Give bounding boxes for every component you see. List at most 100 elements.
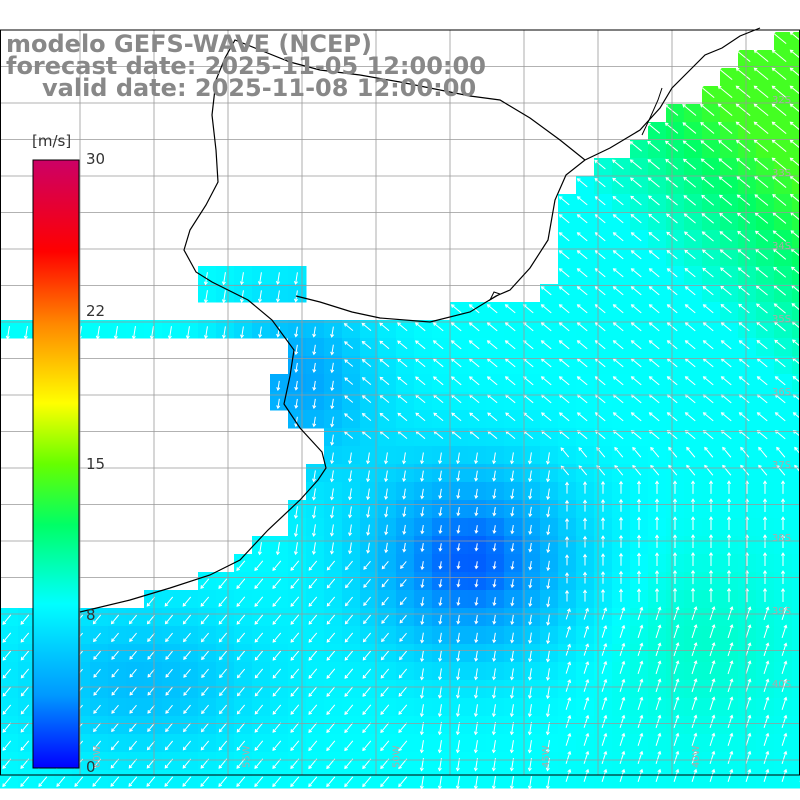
wind-arrow-head bbox=[699, 85, 704, 90]
wind-arrow bbox=[649, 304, 660, 314]
wind-arrow bbox=[469, 340, 480, 350]
wind-arrow bbox=[704, 447, 714, 458]
wind-arrow-head bbox=[432, 340, 437, 344]
wind-arrow-head bbox=[272, 765, 276, 770]
wind-arrow-head bbox=[738, 412, 743, 416]
wind-arrow bbox=[344, 650, 354, 661]
wind-arrow-head bbox=[567, 643, 572, 648]
wind-arrow bbox=[793, 394, 800, 401]
wind-arrow bbox=[367, 542, 370, 553]
wind-arrow-head bbox=[344, 413, 348, 417]
wind-arrow bbox=[20, 632, 30, 643]
wind-arrow bbox=[631, 232, 642, 242]
wind-arrow-head bbox=[438, 565, 443, 570]
wind-arrow bbox=[397, 340, 408, 350]
wind-arrow bbox=[415, 322, 426, 332]
wind-arrow bbox=[773, 267, 787, 278]
wind-arrow bbox=[475, 722, 478, 735]
wind-arrow-head bbox=[272, 729, 277, 733]
wind-arrow-head bbox=[771, 85, 776, 90]
wind-arrow bbox=[614, 447, 624, 458]
wind-arrow-head bbox=[708, 569, 714, 574]
wind-arrow-head bbox=[473, 749, 478, 754]
wind-arrow-head bbox=[348, 478, 353, 483]
wind-arrow-head bbox=[147, 691, 152, 696]
wind-arrow-head bbox=[560, 447, 565, 452]
wind-arrow bbox=[632, 447, 642, 458]
wind-arrow-head bbox=[582, 499, 588, 504]
wind-arrow-head bbox=[93, 656, 97, 660]
wind-arrow-head bbox=[330, 333, 335, 338]
wind-arrow-head bbox=[789, 121, 794, 126]
wind-arrow-head bbox=[149, 335, 154, 340]
wind-arrow bbox=[727, 624, 733, 639]
wind-arrow bbox=[685, 340, 696, 350]
wind-arrow-head bbox=[236, 620, 241, 625]
wind-arrow-head bbox=[2, 765, 6, 770]
wind-arrow-head bbox=[567, 661, 572, 666]
wind-arrow-head bbox=[666, 286, 671, 290]
wind-arrow-head bbox=[772, 230, 777, 235]
wind-arrow bbox=[111, 686, 119, 696]
wind-arrow bbox=[218, 596, 228, 607]
wind-arrow-head bbox=[558, 376, 563, 380]
wind-arrow-head bbox=[612, 195, 617, 200]
wind-arrow-head bbox=[2, 710, 7, 715]
wind-arrow bbox=[790, 212, 800, 221]
wind-arrow-head bbox=[240, 334, 245, 339]
wind-arrow bbox=[308, 578, 318, 589]
wind-arrow bbox=[111, 614, 120, 624]
wind-cell bbox=[792, 464, 800, 483]
wind-arrow-head bbox=[682, 104, 686, 108]
wind-arrow-head bbox=[400, 583, 404, 588]
wind-arrow bbox=[20, 740, 30, 751]
wind-arrow bbox=[565, 626, 571, 638]
wind-arrow bbox=[529, 488, 532, 499]
wind-arrow-head bbox=[345, 566, 349, 571]
wind-arrow-head bbox=[468, 340, 473, 344]
wind-arrow-head bbox=[594, 232, 599, 236]
wind-arrow-head bbox=[257, 298, 262, 303]
wind-arrow-head bbox=[146, 746, 151, 751]
wind-arrow-head bbox=[492, 512, 497, 517]
wind-arrow bbox=[655, 661, 661, 675]
wind-arrow-head bbox=[546, 513, 551, 518]
wind-arrow-head bbox=[361, 413, 366, 417]
wind-arrow bbox=[439, 561, 442, 569]
wind-arrow-head bbox=[791, 303, 796, 307]
wind-arrow bbox=[529, 542, 532, 552]
wind-arrow bbox=[93, 704, 101, 714]
wind-cell bbox=[792, 392, 800, 411]
wind-arrow-head bbox=[379, 358, 384, 363]
wind-arrow-head bbox=[675, 606, 680, 611]
wind-arrow bbox=[529, 632, 532, 643]
wind-arrow-head bbox=[789, 103, 794, 108]
wind-arrow bbox=[709, 660, 715, 675]
wind-arrow-head bbox=[236, 783, 240, 788]
wind-arrow-head bbox=[218, 620, 223, 625]
wind-arrow-head bbox=[236, 746, 241, 751]
wind-arrow-head bbox=[20, 638, 25, 643]
wind-arrow-head bbox=[693, 642, 698, 647]
wind-arrow bbox=[367, 452, 370, 464]
wind-arrow bbox=[272, 704, 282, 715]
wind-arrow-head bbox=[618, 552, 624, 557]
wind-arrow bbox=[272, 614, 282, 625]
wind-arrow bbox=[565, 715, 571, 728]
wind-arrow bbox=[313, 380, 316, 391]
wind-arrow-head bbox=[110, 620, 115, 625]
wind-arrow-head bbox=[545, 731, 550, 736]
wind-arrow-head bbox=[402, 531, 407, 535]
wind-arrow bbox=[781, 733, 787, 746]
wind-arrow-head bbox=[630, 340, 635, 344]
wind-arrow bbox=[146, 596, 156, 607]
wind-arrow bbox=[183, 650, 191, 660]
wind-arrow-head bbox=[747, 642, 752, 647]
wind-arrow-head bbox=[648, 268, 653, 272]
wind-arrow-head bbox=[657, 624, 662, 629]
wind-arrow bbox=[129, 704, 137, 714]
wind-arrow bbox=[511, 524, 514, 534]
wind-arrow bbox=[493, 470, 496, 481]
wind-arrow-head bbox=[366, 478, 371, 483]
wind-arrow bbox=[685, 286, 696, 296]
